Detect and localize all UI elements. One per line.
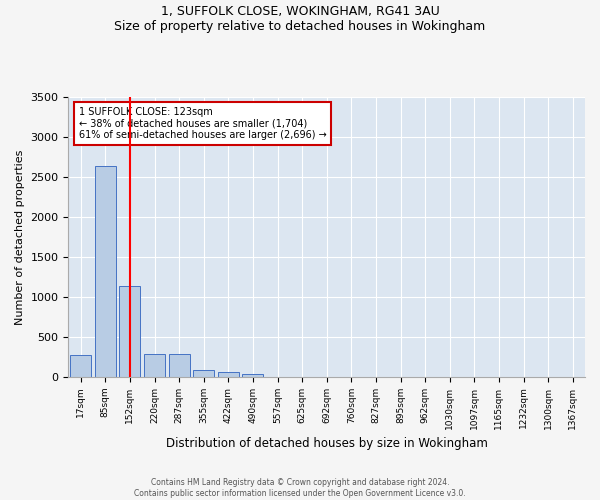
Bar [218,372,239,377]
Text: 1, SUFFOLK CLOSE, WOKINGHAM, RG41 3AU
Size of property relative to detached hous: 1, SUFFOLK CLOSE, WOKINGHAM, RG41 3AU Si… [115,5,485,33]
Bar [193,370,214,377]
Y-axis label: Number of detached properties: Number of detached properties [15,149,25,324]
Bar [70,355,91,377]
X-axis label: Distribution of detached houses by size in Wokingham: Distribution of detached houses by size … [166,437,488,450]
Text: 1 SUFFOLK CLOSE: 123sqm
← 38% of detached houses are smaller (1,704)
61% of semi: 1 SUFFOLK CLOSE: 123sqm ← 38% of detache… [79,107,326,140]
Bar [144,354,165,377]
Text: Contains HM Land Registry data © Crown copyright and database right 2024.
Contai: Contains HM Land Registry data © Crown c… [134,478,466,498]
Bar [169,354,190,377]
Bar [95,166,116,377]
Bar [242,374,263,377]
Bar [119,286,140,377]
